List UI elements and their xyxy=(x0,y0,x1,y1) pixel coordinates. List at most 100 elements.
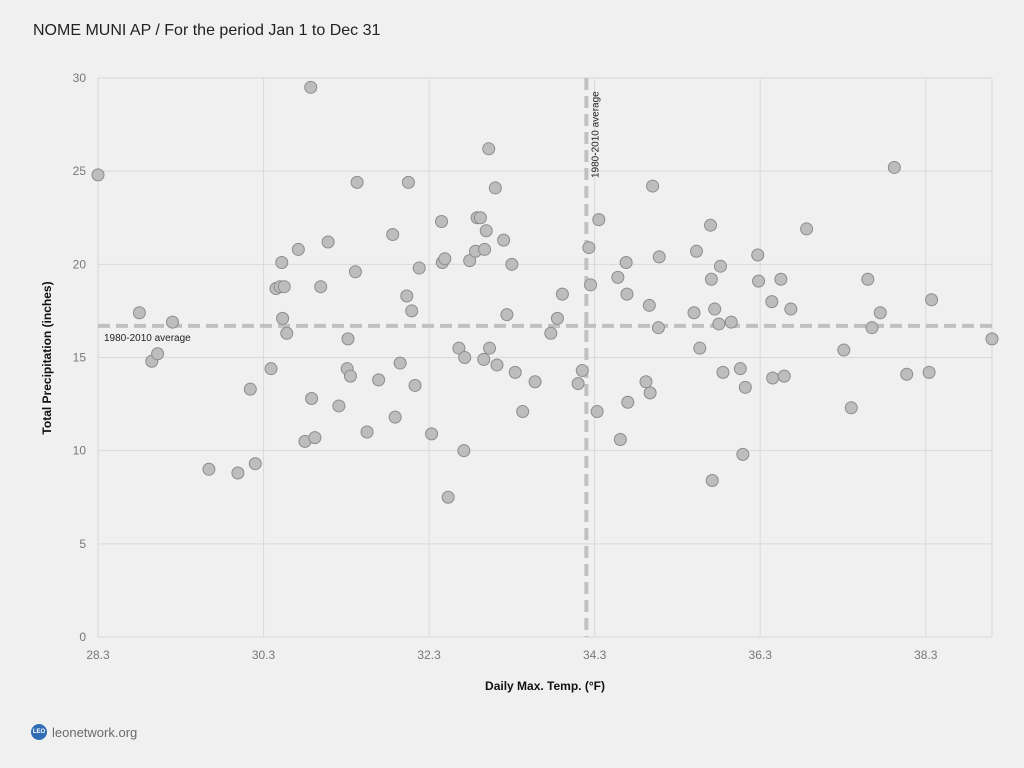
data-point xyxy=(360,425,374,439)
data-point xyxy=(505,257,519,271)
data-point xyxy=(314,280,328,294)
y-tick-label: 15 xyxy=(73,351,87,365)
data-point xyxy=(508,365,522,379)
data-point xyxy=(463,254,477,268)
data-point xyxy=(712,317,726,331)
data-point xyxy=(478,242,492,256)
data-point xyxy=(544,326,558,340)
data-point xyxy=(687,306,701,320)
data-point xyxy=(304,80,318,94)
data-point xyxy=(611,270,625,284)
data-point xyxy=(584,278,598,292)
data-point xyxy=(613,432,627,446)
tick-labels: 28.3 30.3 32.3 34.3 36.3 38.3 0 5 10 15 20 25 30 xyxy=(73,71,938,662)
data-point xyxy=(482,142,496,156)
data-point xyxy=(784,302,798,316)
data-point xyxy=(488,181,502,195)
data-point xyxy=(925,293,939,307)
data-point xyxy=(231,466,245,480)
data-point xyxy=(435,214,449,228)
data-point xyxy=(774,272,788,286)
data-point xyxy=(458,351,472,364)
data-point xyxy=(264,362,278,376)
data-point xyxy=(590,405,604,419)
data-point xyxy=(705,473,719,487)
data-point xyxy=(777,369,791,383)
x-axis-title: Daily Max. Temp. (°F) xyxy=(485,679,605,693)
data-point xyxy=(477,352,491,366)
data-point xyxy=(646,179,660,193)
data-point xyxy=(800,222,814,236)
x-tick-label: 30.3 xyxy=(252,648,276,662)
x-tick-label: 32.3 xyxy=(417,648,441,662)
data-point xyxy=(642,298,656,312)
data-point xyxy=(865,321,879,335)
data-point xyxy=(308,431,322,445)
x-average-label: 1980-2010 average xyxy=(590,91,601,178)
data-point xyxy=(752,274,766,288)
data-point xyxy=(343,369,357,383)
y-tick-label: 0 xyxy=(79,630,86,644)
data-point xyxy=(332,399,346,413)
data-point xyxy=(321,235,335,249)
y-tick-label: 10 xyxy=(73,444,87,458)
y-tick-label: 5 xyxy=(79,537,86,551)
data-point xyxy=(693,341,707,355)
data-point xyxy=(280,326,294,340)
data-point xyxy=(166,315,179,329)
x-tick-label: 28.3 xyxy=(86,648,110,662)
data-point xyxy=(483,341,497,355)
data-point xyxy=(765,295,779,309)
footer: LEO leonetwork.org xyxy=(31,724,137,740)
data-point xyxy=(639,375,653,389)
data-point xyxy=(441,490,455,504)
data-point xyxy=(887,160,901,174)
data-point xyxy=(738,380,752,394)
data-point xyxy=(276,311,290,325)
data-point xyxy=(348,265,362,279)
data-point xyxy=(372,373,386,387)
data-point xyxy=(490,358,504,372)
data-point xyxy=(619,255,633,269)
data-point xyxy=(592,213,606,227)
data-point xyxy=(766,371,780,385)
chart-title: NOME MUNI AP / For the period Jan 1 to D… xyxy=(33,22,381,39)
data-point xyxy=(408,378,422,392)
data-point xyxy=(452,341,466,355)
x-tick-label: 38.3 xyxy=(914,648,938,662)
data-point xyxy=(457,444,471,458)
data-point xyxy=(689,244,703,258)
data-point xyxy=(571,377,585,391)
data-point xyxy=(651,321,665,335)
data-point xyxy=(643,386,657,400)
data-point xyxy=(132,306,146,320)
leo-logo-icon[interactable]: LEO xyxy=(31,724,47,740)
data-point xyxy=(243,382,257,396)
data-point xyxy=(736,447,750,461)
y-tick-label: 25 xyxy=(73,164,87,178)
data-point xyxy=(91,168,105,182)
data-point xyxy=(733,362,747,376)
data-point xyxy=(277,280,291,294)
data-points xyxy=(91,80,999,504)
data-point xyxy=(473,211,487,225)
reference-lines: 1980-2010 average 1980-2010 average xyxy=(98,78,992,637)
x-tick-label: 34.3 xyxy=(583,648,607,662)
data-point xyxy=(425,427,439,441)
y-average-label: 1980-2010 average xyxy=(104,333,191,344)
data-point xyxy=(479,224,493,238)
data-point xyxy=(985,332,999,346)
data-point xyxy=(582,241,596,255)
footer-link[interactable]: leonetwork.org xyxy=(52,724,138,740)
data-point xyxy=(844,401,858,415)
y-axis-title: Total Precipitation (inches) xyxy=(40,281,54,434)
data-point xyxy=(620,287,634,301)
data-point xyxy=(393,356,407,370)
data-point xyxy=(275,255,289,269)
data-point xyxy=(621,395,635,409)
y-tick-label: 30 xyxy=(73,71,87,85)
data-point xyxy=(837,343,851,357)
data-point xyxy=(751,248,765,262)
data-point xyxy=(350,175,364,189)
data-point xyxy=(388,410,402,424)
